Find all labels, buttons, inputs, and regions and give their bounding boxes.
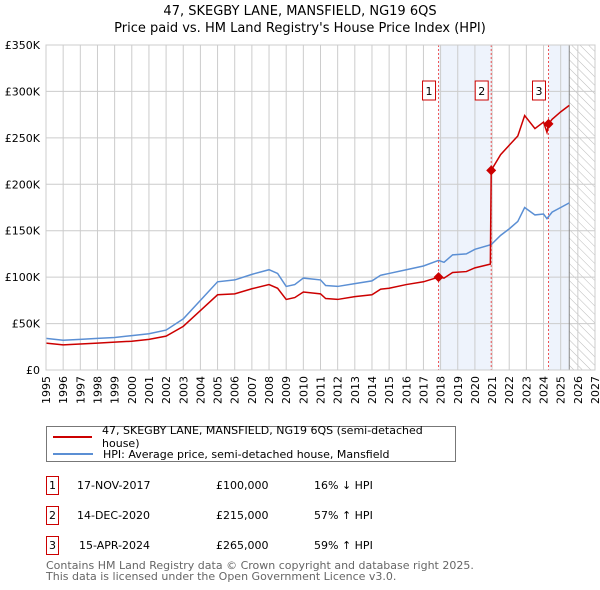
- x-tick-label: 2027: [589, 376, 600, 404]
- x-tick-label: 2001: [143, 376, 156, 404]
- x-tick-label: 2012: [332, 376, 345, 404]
- x-tick-label: 2005: [212, 376, 225, 404]
- sale-hpi: 16% ↓ HPI: [314, 479, 373, 492]
- shaded-period: [548, 45, 570, 370]
- x-tick-label: 2025: [555, 376, 568, 404]
- sale-point: [486, 165, 497, 176]
- x-tick-label: 1995: [40, 376, 53, 404]
- sale-marker-box: [474, 80, 489, 101]
- forecast-hatch: [569, 45, 595, 370]
- x-tick-label: 2002: [160, 376, 173, 404]
- legend-swatch-hpi: [53, 453, 93, 455]
- sale-point: [543, 118, 554, 129]
- series-line: [45, 104, 570, 346]
- y-tick-label: £200K: [5, 178, 41, 191]
- sale-marker-box: [532, 80, 547, 101]
- copyright-text: Contains HM Land Registry data © Crown c…: [46, 559, 474, 572]
- sale-marker-label: 2: [478, 85, 485, 98]
- x-tick-label: 2000: [126, 376, 139, 404]
- y-tick-label: £300K: [5, 85, 41, 98]
- sale-row: 3 15-APR-2024 £265,000 59% ↑ HPI: [46, 536, 446, 556]
- legend-label-hpi: HPI: Average price, semi-detached house,…: [103, 447, 390, 461]
- sale-price: £265,000: [216, 539, 269, 552]
- x-tick-label: 2026: [572, 376, 585, 404]
- plot-area: 1995 1996 1997 1998 1999 2000 2001 2002 2003 2004…: [5, 39, 600, 404]
- y-tick-label: £100K: [5, 271, 41, 284]
- x-tick-label: 2019: [452, 376, 465, 404]
- y-tick-label: £50K: [12, 318, 41, 331]
- x-tick-label: 1998: [91, 376, 104, 404]
- x-tick-label: 2008: [263, 376, 276, 404]
- y-tick-label: £0: [26, 364, 40, 377]
- sale-hpi: 59% ↑ HPI: [314, 539, 373, 552]
- x-tick-label: 2003: [177, 376, 190, 404]
- sale-date: 17-NOV-2017: [77, 479, 151, 492]
- legend: 47, SKEGBY LANE, MANSFIELD, NG19 6QS (se…: [46, 424, 456, 462]
- x-tick-label: 2020: [469, 376, 482, 404]
- footer: Contains HM Land Registry data © Crown c…: [46, 560, 474, 582]
- x-tick-label: 2004: [194, 376, 207, 404]
- sale-price: £100,000: [216, 479, 269, 492]
- sale-marker-label: 2: [46, 506, 59, 525]
- sale-row: 1 17-NOV-2017 £100,000 16% ↓ HPI: [46, 476, 446, 496]
- x-tick-label: 2024: [538, 376, 551, 404]
- x-tick-label: 2016: [400, 376, 413, 404]
- x-tick-label: 2015: [383, 376, 396, 404]
- licence-text: This data is licensed under the Open Gov…: [46, 570, 397, 583]
- x-tick-label: 2010: [297, 376, 310, 404]
- chart-subtitle: Price paid vs. HM Land Registry's House …: [114, 21, 486, 36]
- series-line: [45, 202, 570, 342]
- sale-date: 15-APR-2024: [79, 539, 151, 552]
- x-tick-label: 2007: [246, 376, 259, 404]
- y-tick-label: £350K: [5, 39, 41, 52]
- sale-marker-label: 3: [46, 536, 59, 555]
- sale-point: [433, 272, 444, 283]
- x-tick-label: 2013: [349, 376, 362, 404]
- sale-price: £215,000: [216, 509, 269, 522]
- x-tick-label: 2018: [435, 376, 448, 404]
- x-tick-label: 2011: [315, 376, 328, 404]
- x-tick-label: 1996: [57, 376, 70, 404]
- x-tick-label: 2014: [366, 376, 379, 404]
- x-tick-label: 2006: [229, 376, 242, 404]
- x-tick-label: 1997: [74, 376, 87, 404]
- legend-swatch-property: [53, 436, 93, 438]
- y-tick-label: £250K: [5, 132, 41, 145]
- x-tick-label: 2023: [520, 376, 533, 404]
- plot-border: [45, 44, 596, 371]
- legend-label-property: 47, SKEGBY LANE, MANSFIELD, NG19 6QS (se…: [102, 424, 423, 450]
- y-tick-label: £150K: [5, 225, 41, 238]
- sale-marker-label: 3: [536, 85, 543, 98]
- sale-row: 2 14-DEC-2020 £215,000 57% ↑ HPI: [46, 506, 446, 526]
- sale-marker-label: 1: [426, 85, 433, 98]
- sale-marker-box: [422, 80, 437, 101]
- sale-date: 14-DEC-2020: [77, 509, 151, 522]
- sale-hpi: 57% ↑ HPI: [314, 509, 373, 522]
- x-tick-label: 2009: [280, 376, 293, 404]
- chart-title: 47, SKEGBY LANE, MANSFIELD, NG19 6QS: [163, 4, 437, 19]
- x-tick-label: 2022: [503, 376, 516, 404]
- sale-marker-label: 1: [46, 476, 59, 495]
- x-tick-label: 2017: [417, 376, 430, 404]
- x-tick-label: 1999: [109, 376, 122, 404]
- x-tick-label: 2021: [486, 376, 499, 404]
